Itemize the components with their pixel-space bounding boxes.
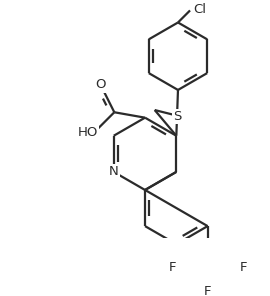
Text: Cl: Cl	[193, 3, 206, 16]
Text: N: N	[109, 165, 119, 178]
Text: S: S	[173, 110, 181, 123]
Text: F: F	[168, 261, 176, 274]
Text: HO: HO	[77, 126, 98, 139]
Text: F: F	[239, 261, 247, 274]
Text: O: O	[95, 78, 106, 91]
Text: F: F	[204, 285, 211, 296]
